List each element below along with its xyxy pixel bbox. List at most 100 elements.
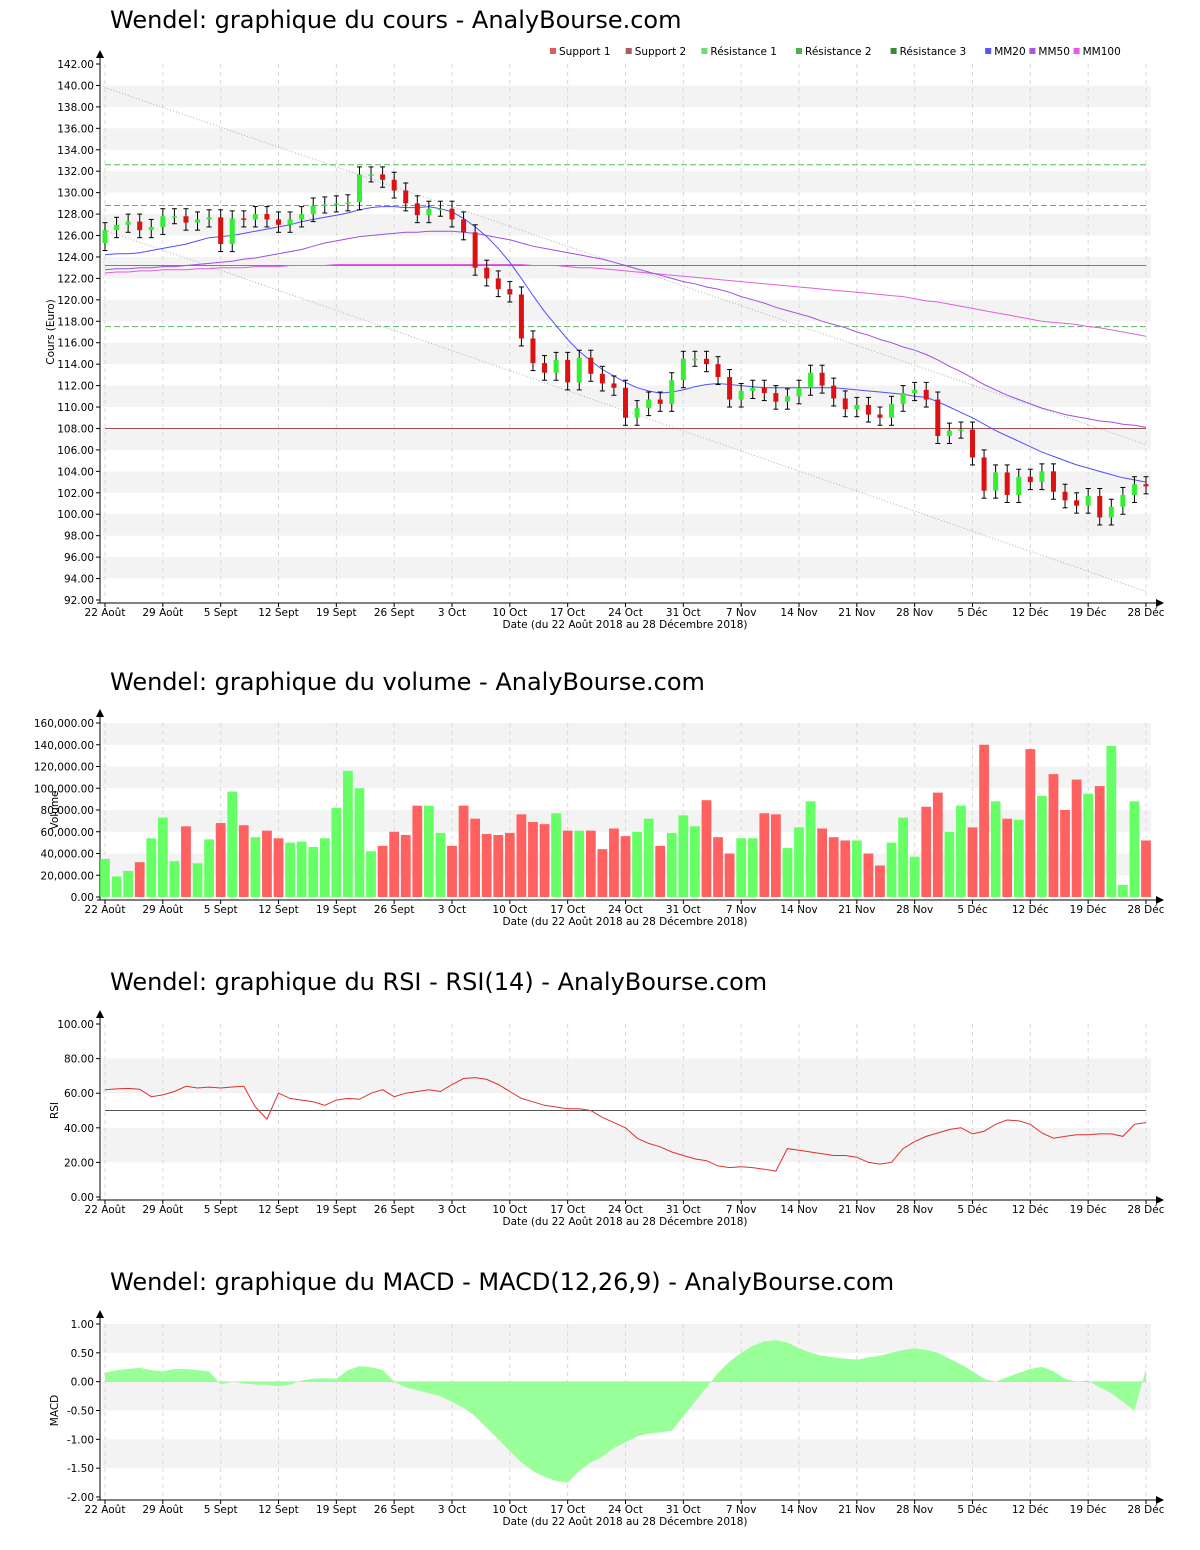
x-tick-label: 31 Oct [666,607,701,619]
y-axis-title: RSI [49,1102,61,1119]
x-tick-label: 28 Déc [1127,1504,1164,1516]
legend-label: Résistance 3 [900,46,967,58]
candle-body [1050,471,1056,492]
x-tick-label: 28 Déc [1127,1204,1164,1216]
candle-body [356,174,362,203]
candle-body [1108,506,1114,518]
candle-body [125,221,131,225]
volume-bar [146,838,157,897]
grid-band [102,85,1151,107]
volume-bar [412,805,423,897]
x-tick-label: 26 Sept [374,1204,415,1216]
volume-bar [343,770,353,897]
y-tick-label: 0.00 [71,1377,94,1389]
y-tick-label: 100,000.00 [34,783,94,795]
candle-body [669,380,675,404]
x-tick-label: 21 Nov [838,1204,875,1216]
volume-bar [123,870,134,897]
x-tick-label: 17 Oct [550,607,585,619]
candle-body [310,205,316,215]
legend-swatch [701,48,708,54]
volume-bar [898,817,908,897]
x-tick-label: 19 Sept [316,904,357,916]
volume-bar [1083,793,1094,897]
volume-bar [805,801,816,897]
volume-bar [169,861,180,897]
x-tick-label: 19 Déc [1070,1504,1107,1516]
volume-bar [585,830,596,897]
volume-bar [366,851,376,897]
volume-bar [273,838,284,897]
x-tick-label: 29 Août [142,607,183,619]
volume-bar [435,832,446,897]
volume-bar [782,848,793,897]
y-tick-label: 80,000.00 [41,805,94,817]
volume-bar [1117,885,1128,897]
volume-chart: 0.00 20,000.00 40,000.00 60,000.00 80,000.00… [34,709,1165,928]
x-tick-label: 22 Août [85,607,126,619]
y-tick-label: 1.00 [71,1319,94,1331]
volume-bar [1002,818,1013,897]
grid-band [102,1324,1151,1353]
x-tick-label: 14 Nov [780,1204,817,1216]
volume-bar [111,876,122,897]
x-tick-label: 12 Déc [1012,904,1049,916]
volume-bar [215,823,226,897]
candle-body [345,202,351,204]
candle-body [784,396,790,402]
candle-body [507,289,513,295]
legend-label: Résistance 2 [805,46,872,58]
grid-band [102,1127,1151,1163]
grid-band [102,514,1151,536]
x-tick-label: 5 Déc [957,904,988,916]
grid-band [102,299,1151,322]
volume-bar [308,846,319,897]
volume-bar [666,832,677,897]
grid-band [102,128,1151,150]
volume-bar [817,828,828,897]
volume-bar [262,830,272,897]
candle-body [171,216,177,218]
volume-bar [192,863,203,897]
y-tick-label: 100.00 [57,1019,94,1031]
x-tick-label: 19 Sept [316,607,357,619]
x-tick-label: 12 Déc [1012,1204,1049,1216]
candle-body [1062,491,1068,501]
y-tick-label: 116.00 [57,338,94,350]
candle-body [727,377,733,400]
volume-bar [713,837,723,897]
candle-body [900,393,906,404]
volume-bar [504,832,515,897]
y-tick-label: 20.00 [64,1157,94,1169]
volume-bar [423,805,434,897]
volume-bar [493,835,504,897]
volume-bar [909,856,920,897]
x-axis-title: Date (du 22 Août 2018 au 28 Décembre 201… [503,1516,748,1528]
x-tick-label: 3 Oct [438,607,466,619]
candle-body [403,190,409,204]
candle-body [218,217,224,245]
candle-body [206,217,212,220]
candle-body [472,232,478,268]
y-tick-label: 132.00 [57,166,94,178]
x-tick-label: 14 Nov [780,1504,817,1516]
volume-bar [551,813,561,897]
candle-body [796,387,802,397]
volume-bar [134,862,145,897]
candle-body [1143,484,1149,487]
volume-bar [539,824,550,897]
candle-body [137,221,143,231]
volume-bar [990,801,1001,897]
y-tick-label: 140,000.00 [34,740,94,752]
grid-band [102,766,1151,789]
volume-bar [724,853,735,897]
volume-bar [759,813,770,897]
x-tick-label: 28 Déc [1127,904,1164,916]
x-tick-label: 17 Oct [550,1204,585,1216]
candle-body [495,278,501,290]
x-tick-label: 17 Oct [550,904,585,916]
x-tick-label: 12 Sept [258,1204,299,1216]
legend-label: MM100 [1083,46,1121,58]
x-tick-label: 10 Oct [492,1204,527,1216]
candle-body [484,267,490,279]
